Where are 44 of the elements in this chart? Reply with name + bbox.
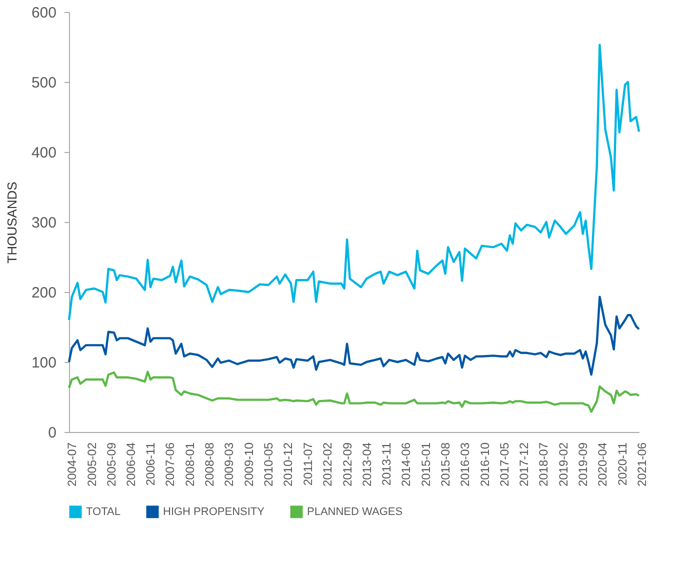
legend-label: TOTAL [86,506,120,518]
x-tick-label: 2012-02 [320,442,335,487]
x-tick-label: 2013-11 [380,442,394,486]
x-tick-label: 2019-02 [556,442,570,487]
x-tick-label: 2016-10 [478,442,492,487]
x-tick-label: 2015-01 [418,442,433,487]
x-tick-label: 2018-07 [536,442,551,487]
x-tick-label: 2011-07 [300,442,315,486]
line-series [68,370,640,413]
x-tick-label: 2008-01 [182,442,197,487]
line-series [68,296,640,376]
x-tick-label: 2010-12 [281,442,296,487]
y-tick-label: 300 [31,214,56,232]
x-tick-label: 2012-09 [340,442,354,487]
x-tick-label: 2009-10 [242,442,256,487]
x-tick-label: 2004-07 [65,442,79,487]
x-tick-label: 2020-11 [615,442,630,486]
y-tick-label: 500 [31,74,56,92]
x-tick-label: 2016-03 [458,442,472,487]
x-tick-label: 2019-09 [576,442,590,487]
x-tick-label: 2010-05 [261,442,276,487]
x-tick-label: 2005-09 [104,442,118,487]
x-tick-label: 2005-02 [84,442,99,487]
x-tick-label: 2021-06 [635,442,649,487]
x-tick-label: 2009-03 [222,442,236,487]
x-tick-label: 2008-08 [202,442,217,487]
legend-label: HIGH PROPENSITY [163,506,266,518]
x-tick-label: 2015-08 [438,442,452,487]
y-tick-label: 400 [31,144,56,162]
x-tick-label: 2014-06 [399,442,414,487]
y-tick-label: 0 [48,424,56,442]
y-tick-label: 100 [31,354,56,372]
x-tick-label: 2017-05 [497,442,512,487]
x-tick-label: 2007-06 [163,442,178,487]
legend-label: PLANNED WAGES [307,506,403,518]
y-tick-label: 200 [31,284,56,302]
line-series [68,44,640,322]
x-tick-label: 2006-04 [124,442,138,487]
x-tick-label: 2020-04 [596,442,610,487]
x-tick-label: 2017-12 [517,442,532,487]
x-tick-label: 2013-04 [360,442,374,487]
x-tick-label: 2006-11 [144,442,158,486]
y-tick-label: 600 [31,4,56,22]
y-axis-title: THOUSANDS [4,181,20,264]
